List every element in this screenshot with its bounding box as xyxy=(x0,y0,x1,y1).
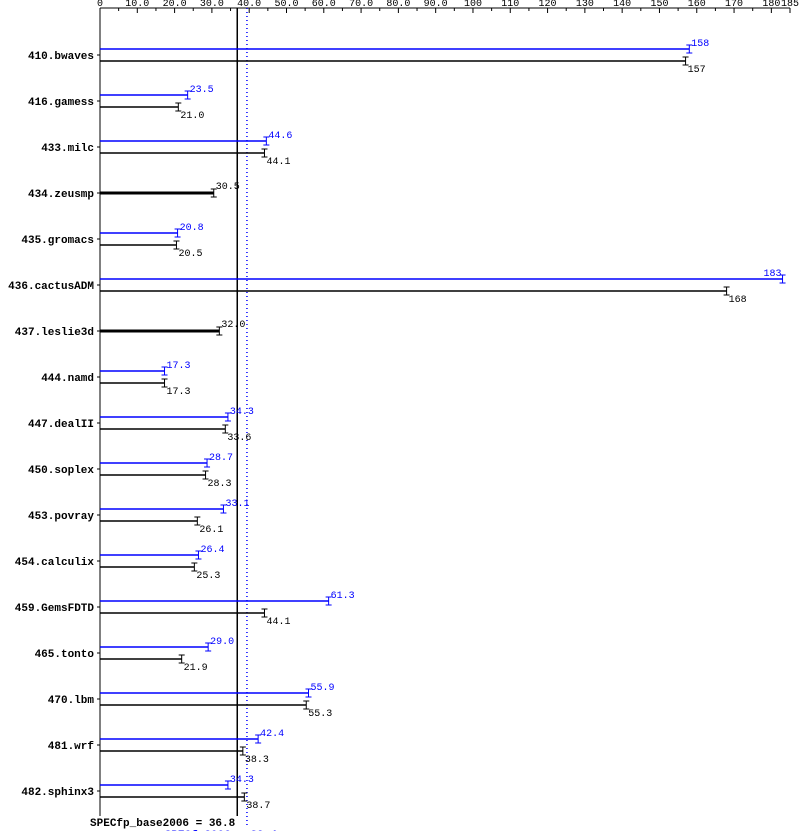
base-value: 38.7 xyxy=(246,801,270,812)
summary-base-label: SPECfp_base2006 = 36.8 xyxy=(90,818,236,830)
peak-value: 34.3 xyxy=(230,407,254,418)
axis-tick-label: 80.0 xyxy=(386,0,410,10)
base-value: 168 xyxy=(729,295,747,306)
benchmark-name: 453.povray xyxy=(28,511,94,523)
benchmark-name: 416.gamess xyxy=(28,97,94,109)
axis-tick-label: 180 xyxy=(762,0,780,10)
benchmark-name: 447.dealII xyxy=(28,419,94,431)
benchmark-name: 481.wrf xyxy=(48,741,95,753)
base-value: 44.1 xyxy=(266,157,290,168)
peak-value: 34.3 xyxy=(230,775,254,786)
peak-value: 28.7 xyxy=(209,453,233,464)
benchmark-name: 450.soplex xyxy=(28,465,94,477)
axis-tick-label: 60.0 xyxy=(312,0,336,10)
base-value: 32.0 xyxy=(221,320,245,331)
peak-value: 44.6 xyxy=(268,131,292,142)
base-value: 30.5 xyxy=(216,182,240,193)
axis-tick-label: 40.0 xyxy=(237,0,261,10)
base-value: 33.6 xyxy=(227,433,251,444)
benchmark-name: 436.cactusADM xyxy=(8,281,94,293)
axis-tick-label: 160 xyxy=(688,0,706,10)
peak-value: 42.4 xyxy=(260,729,284,740)
axis-tick-label: 130 xyxy=(576,0,594,10)
benchmark-name: 454.calculix xyxy=(15,557,95,569)
peak-value: 33.1 xyxy=(225,499,249,510)
base-value: 21.0 xyxy=(180,111,204,122)
chart-svg: 010.020.030.040.050.060.070.080.090.0100… xyxy=(0,0,799,831)
base-value: 157 xyxy=(688,65,706,76)
benchmark-name: 470.lbm xyxy=(48,695,95,707)
peak-value: 61.3 xyxy=(331,591,355,602)
axis-tick-label: 20.0 xyxy=(163,0,187,10)
benchmark-name: 482.sphinx3 xyxy=(21,787,94,799)
benchmark-name: 410.bwaves xyxy=(28,51,94,63)
benchmark-name: 435.gromacs xyxy=(21,235,94,247)
benchmark-name: 444.namd xyxy=(41,373,94,385)
peak-value: 55.9 xyxy=(310,683,334,694)
benchmark-name: 437.leslie3d xyxy=(15,327,94,339)
benchmark-name: 465.tonto xyxy=(35,649,95,661)
base-value: 20.5 xyxy=(178,249,202,260)
axis-tick-label: 50.0 xyxy=(274,0,298,10)
base-value: 21.9 xyxy=(184,663,208,674)
benchmark-chart: 010.020.030.040.050.060.070.080.090.0100… xyxy=(0,0,799,831)
axis-tick-label: 100 xyxy=(464,0,482,10)
axis-tick-label: 150 xyxy=(650,0,668,10)
peak-value: 158 xyxy=(691,39,709,50)
peak-value: 23.5 xyxy=(190,85,214,96)
axis-tick-label: 110 xyxy=(501,0,519,10)
peak-value: 20.8 xyxy=(180,223,204,234)
benchmark-name: 434.zeusmp xyxy=(28,189,94,201)
base-value: 38.3 xyxy=(245,755,269,766)
base-value: 44.1 xyxy=(266,617,290,628)
base-value: 17.3 xyxy=(167,387,191,398)
peak-value: 17.3 xyxy=(167,361,191,372)
axis-tick-label: 10.0 xyxy=(125,0,149,10)
benchmark-name: 459.GemsFDTD xyxy=(15,603,95,615)
peak-value: 183 xyxy=(764,269,782,280)
axis-tick-label: 70.0 xyxy=(349,0,373,10)
base-value: 55.3 xyxy=(308,709,332,720)
axis-tick-label: 185 xyxy=(781,0,799,10)
peak-value: 26.4 xyxy=(200,545,224,556)
axis-tick-label: 30.0 xyxy=(200,0,224,10)
axis-tick-label: 90.0 xyxy=(424,0,448,10)
axis-tick-label: 120 xyxy=(539,0,557,10)
base-value: 25.3 xyxy=(196,571,220,582)
axis-tick-label: 140 xyxy=(613,0,631,10)
peak-value: 29.0 xyxy=(210,637,234,648)
base-value: 26.1 xyxy=(199,525,223,536)
base-value: 28.3 xyxy=(208,479,232,490)
benchmark-name: 433.milc xyxy=(41,143,94,155)
axis-tick-label: 170 xyxy=(725,0,743,10)
